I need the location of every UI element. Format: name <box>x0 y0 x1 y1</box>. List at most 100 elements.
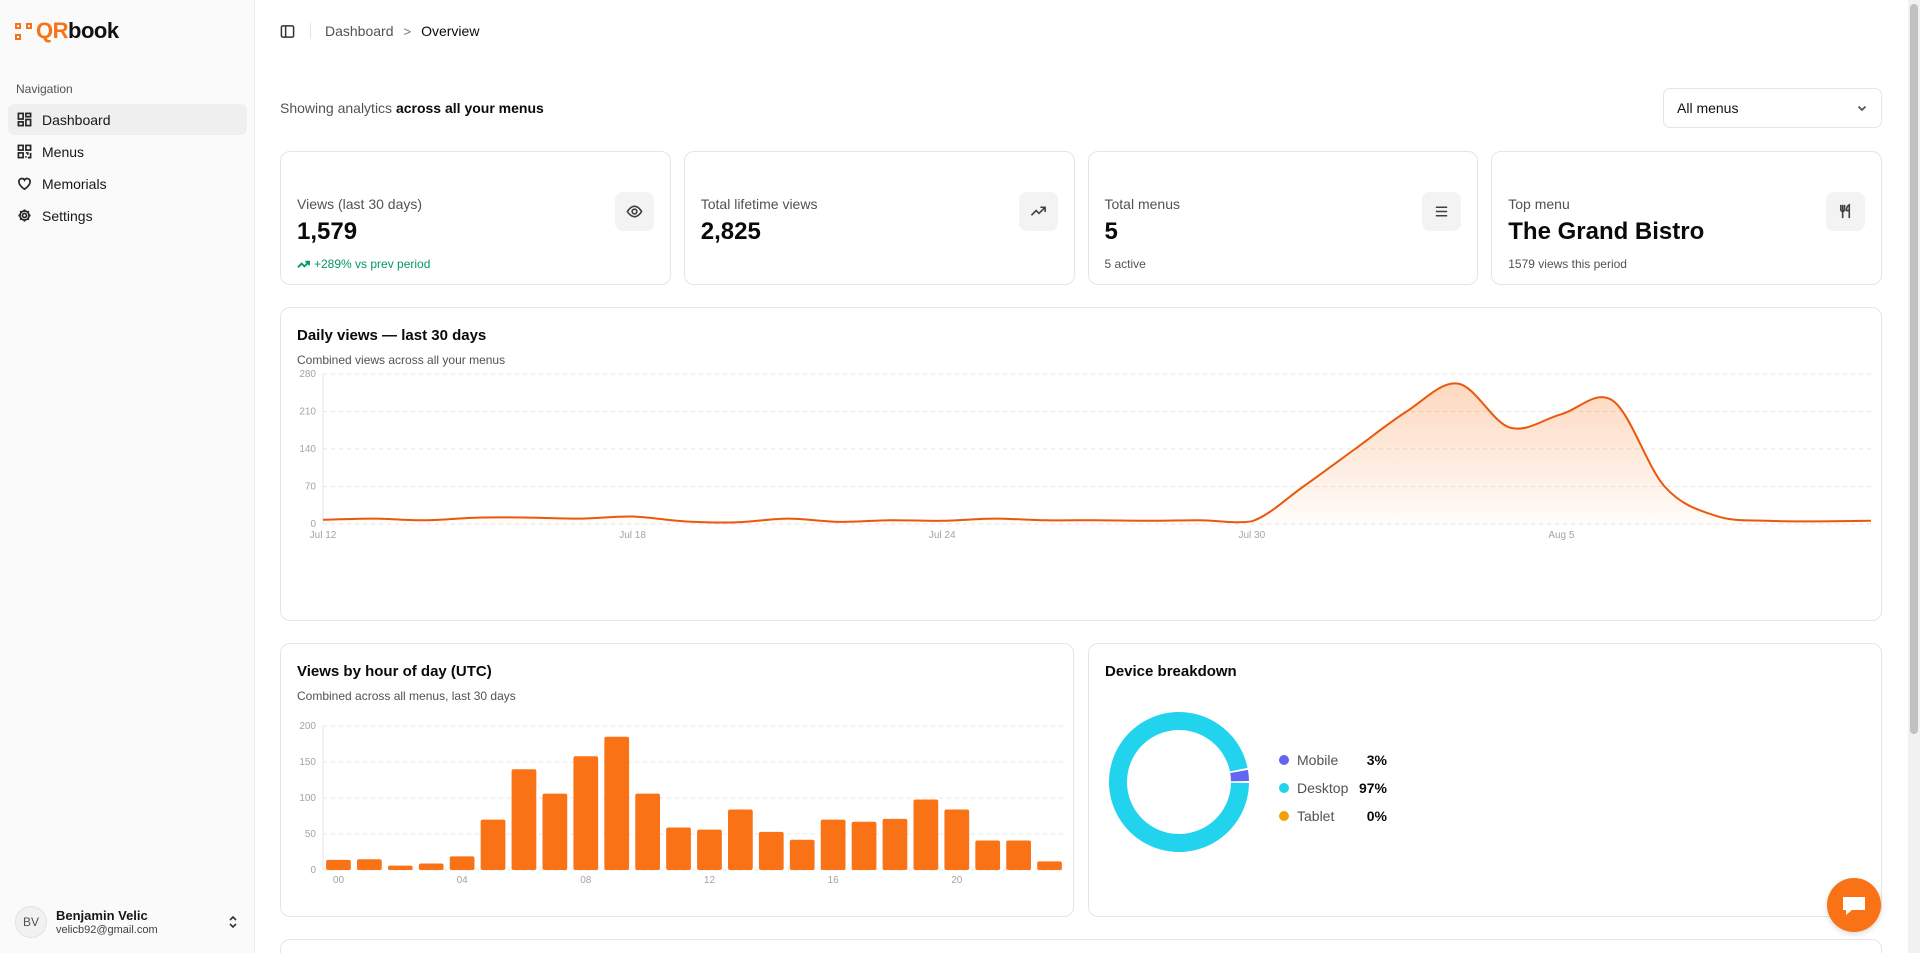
y-tick-label: 70 <box>305 482 317 493</box>
menu-filter-select[interactable]: All menus <box>1663 88 1882 128</box>
hour-bar <box>1037 861 1062 870</box>
hour-bar <box>728 809 753 870</box>
sidebar-item-dashboard[interactable]: Dashboard <box>8 104 247 135</box>
sidebar-item-settings[interactable]: Settings <box>8 200 247 231</box>
hour-bar <box>542 793 568 870</box>
chevrons-up-down-icon[interactable] <box>226 914 240 930</box>
hour-bar <box>326 859 351 870</box>
hour-bar <box>882 818 908 870</box>
breadcrumb-current: Overview <box>421 23 480 39</box>
user-menu[interactable]: BV Benjamin Velic velicb92@gmail.com <box>15 904 240 940</box>
user-info: Benjamin Velic velicb92@gmail.com <box>56 908 217 936</box>
y-tick-label: 0 <box>310 519 316 530</box>
stat-card-views-30d: Views (last 30 days) 1,579 +289% vs prev… <box>280 151 671 285</box>
x-tick-label: Jul 12 <box>310 530 337 541</box>
x-tick-label: Jul 18 <box>619 530 646 541</box>
device-donut-chart[interactable] <box>1099 702 1259 862</box>
y-tick-label: 200 <box>299 721 316 732</box>
chat-bubble-icon <box>1843 897 1865 915</box>
main-content: Showing analytics across all your menus … <box>280 80 1882 953</box>
card-subtitle: Combined across all menus, last 30 days <box>297 689 516 703</box>
filter-scope: across all your menus <box>395 100 544 116</box>
hourly-views-chart[interactable]: 0 50 100 150 200 00 04 08 12 16 20 <box>281 644 1073 916</box>
hour-bar <box>480 819 506 870</box>
hour-bar <box>604 736 630 870</box>
hour-bar <box>387 865 413 870</box>
hour-bar <box>635 793 660 870</box>
stat-sub: 1579 views this period <box>1508 257 1627 271</box>
legend-dot <box>1279 811 1289 821</box>
eye-icon <box>626 205 643 218</box>
panel-left-icon <box>280 24 294 38</box>
stat-value: 5 <box>1104 218 1118 245</box>
x-tick-label: 08 <box>580 875 592 886</box>
hour-bar <box>697 829 722 870</box>
breadcrumb-dashboard[interactable]: Dashboard <box>325 23 394 39</box>
heart-icon <box>18 177 31 191</box>
gear-icon <box>18 209 31 222</box>
daily-series-line <box>322 382 1872 524</box>
x-tick-label: 20 <box>951 875 963 886</box>
scrollbar[interactable] <box>1908 0 1920 953</box>
x-tick-label: 16 <box>828 875 840 886</box>
hour-bar <box>758 831 784 870</box>
legend-label: Mobile <box>1297 752 1339 768</box>
y-tick-label: 150 <box>299 757 316 768</box>
legend-item-mobile: Mobile 3% <box>1279 746 1387 774</box>
stats-row: Views (last 30 days) 1,579 +289% vs prev… <box>280 151 1882 285</box>
chat-button[interactable] <box>1827 878 1881 932</box>
stat-label: Views (last 30 days) <box>297 196 423 212</box>
hour-bar <box>511 769 537 870</box>
sidebar-item-menus[interactable]: Menus <box>8 136 247 167</box>
daily-area-fill <box>323 383 1871 524</box>
sidebar-item-memorials[interactable]: Memorials <box>8 168 247 199</box>
stat-card-lifetime-views: Total lifetime views 2,825 <box>683 151 1075 285</box>
hour-bar <box>1006 840 1031 870</box>
y-tick-label: 0 <box>310 865 316 876</box>
daily-views-chart[interactable]: 0 70 140 210 280 Jul 12 Jul 18 Jul 24 Jul 30 Aug … <box>281 308 1881 620</box>
hour-bar <box>666 827 691 870</box>
logo[interactable]: QRbook <box>15 18 119 44</box>
hour-bar <box>573 756 599 870</box>
stat-label: Top menu <box>1508 196 1570 212</box>
hour-bar <box>789 839 815 870</box>
donut-slice-mobile <box>1230 769 1249 782</box>
hour-bar <box>357 859 382 870</box>
stat-card-total-menus: Total menus 5 5 active <box>1087 151 1479 285</box>
legend-label: Desktop <box>1297 780 1349 796</box>
chevron-down-icon <box>1857 105 1867 112</box>
y-tick-label: 50 <box>305 829 317 840</box>
next-card <box>280 939 1882 953</box>
legend-value: 3% <box>1366 752 1387 768</box>
select-value: All menus <box>1677 100 1739 116</box>
list-icon <box>1436 206 1448 217</box>
stat-icon-box <box>614 192 654 231</box>
y-tick-label: 140 <box>299 444 316 455</box>
sidebar-toggle-button[interactable] <box>276 20 298 42</box>
nav-list: Dashboard Menus Memorials Settings <box>8 104 247 232</box>
dashboard-icon <box>17 112 32 127</box>
stat-label: Total lifetime views <box>700 196 818 212</box>
sidebar-item-label: Dashboard <box>42 111 111 128</box>
y-tick-label: 210 <box>299 407 316 418</box>
card-title: Views by hour of day (UTC) <box>297 663 492 680</box>
y-tick-label: 280 <box>299 369 316 380</box>
user-name: Benjamin Velic <box>56 908 148 923</box>
hour-bar <box>913 799 939 870</box>
card-title: Daily views — last 30 days <box>297 327 487 344</box>
nav-heading: Navigation <box>16 82 73 96</box>
hour-bar <box>449 856 475 870</box>
filter-text: Showing analytics across all your menus <box>280 100 544 116</box>
device-legend: Mobile 3% Desktop 97% Tablet 0% <box>1279 746 1387 830</box>
stat-icon-box <box>1422 192 1462 231</box>
card-subtitle: Combined views across all your menus <box>297 353 506 367</box>
legend-dot <box>1279 783 1289 793</box>
daily-views-card: Daily views — last 30 days Combined view… <box>280 307 1882 621</box>
scrollbar-thumb[interactable] <box>1910 4 1918 734</box>
x-tick-label: 04 <box>457 875 469 886</box>
stat-sub: 5 active <box>1104 257 1146 271</box>
stat-trend: +289% vs prev period <box>297 257 430 271</box>
stat-icon-box <box>1826 192 1865 231</box>
sidebar-item-label: Settings <box>42 207 93 224</box>
sidebar-item-label: Memorials <box>42 175 107 192</box>
